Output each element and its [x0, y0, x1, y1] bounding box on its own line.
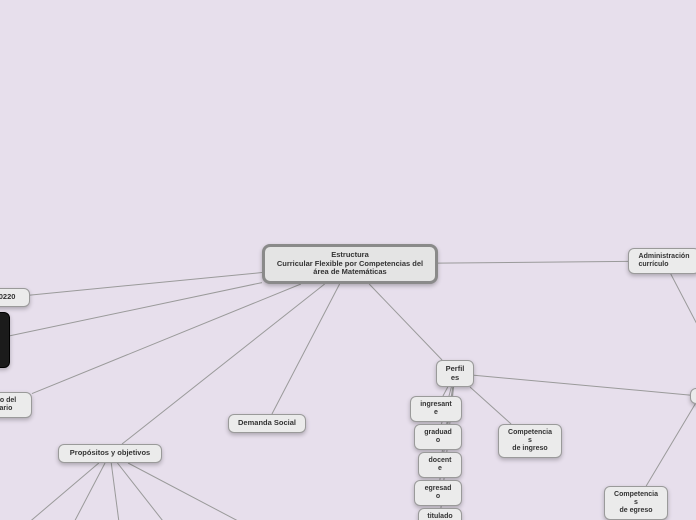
- node-docente[interactable]: docente: [418, 452, 462, 478]
- edge: [272, 284, 340, 414]
- edge: [369, 284, 442, 360]
- node-darkblock[interactable]: ica: [0, 312, 10, 368]
- node-label-demanda: Demanda Social: [238, 419, 296, 428]
- node-offright[interactable]: [690, 388, 696, 404]
- node-label-significado: ado del cario: [0, 397, 16, 413]
- node-label-code: 30220: [0, 293, 15, 302]
- node-demanda[interactable]: Demanda Social: [228, 414, 306, 433]
- node-label-docente: docente: [427, 457, 453, 473]
- edge: [20, 463, 99, 520]
- node-label-ingresante: ingresante: [419, 401, 453, 417]
- edge: [111, 463, 120, 520]
- node-label-graduado: graduado: [423, 429, 453, 445]
- node-egresado[interactable]: egresado: [414, 480, 462, 506]
- node-graduado[interactable]: graduado: [414, 424, 462, 450]
- edge: [10, 283, 262, 336]
- edge: [32, 284, 301, 394]
- edge: [671, 274, 696, 330]
- edge: [646, 404, 695, 486]
- node-perfiles[interactable]: Perfiles: [436, 360, 474, 387]
- node-root[interactable]: Estructura Curricular Flexible por Compe…: [262, 244, 438, 284]
- node-comp_ingreso[interactable]: Competencias de ingreso: [498, 424, 562, 458]
- node-propositos[interactable]: Propósitos y objetivos: [58, 444, 162, 463]
- node-label-perfiles: Perfiles: [445, 365, 465, 382]
- node-code[interactable]: 30220: [0, 288, 30, 307]
- node-label-root: Estructura Curricular Flexible por Compe…: [277, 251, 423, 277]
- node-label-titulado: titulado: [427, 513, 452, 520]
- node-comp_egreso[interactable]: Competencias de egreso: [604, 486, 668, 520]
- node-label-comp_ingreso: Competencias de ingreso: [507, 429, 553, 453]
- edge: [117, 463, 170, 520]
- mindmap-canvas[interactable]: Estructura Curricular Flexible por Compe…: [0, 0, 696, 520]
- node-ingresante[interactable]: ingresante: [410, 396, 462, 422]
- edge: [443, 387, 448, 396]
- edge: [30, 273, 262, 296]
- node-titulado[interactable]: titulado: [418, 508, 462, 520]
- edge: [438, 261, 628, 263]
- edge: [128, 463, 240, 520]
- node-admin[interactable]: Administración currículo: [628, 248, 696, 274]
- node-label-admin: Administración currículo: [639, 253, 690, 269]
- node-label-comp_egreso: Competencias de egreso: [613, 491, 659, 515]
- edge: [70, 463, 105, 520]
- node-significado[interactable]: ado del cario: [0, 392, 32, 418]
- node-label-egresado: egresado: [423, 485, 453, 501]
- edge: [470, 387, 511, 424]
- edge: [474, 375, 690, 395]
- node-label-propositos: Propósitos y objetivos: [70, 449, 150, 458]
